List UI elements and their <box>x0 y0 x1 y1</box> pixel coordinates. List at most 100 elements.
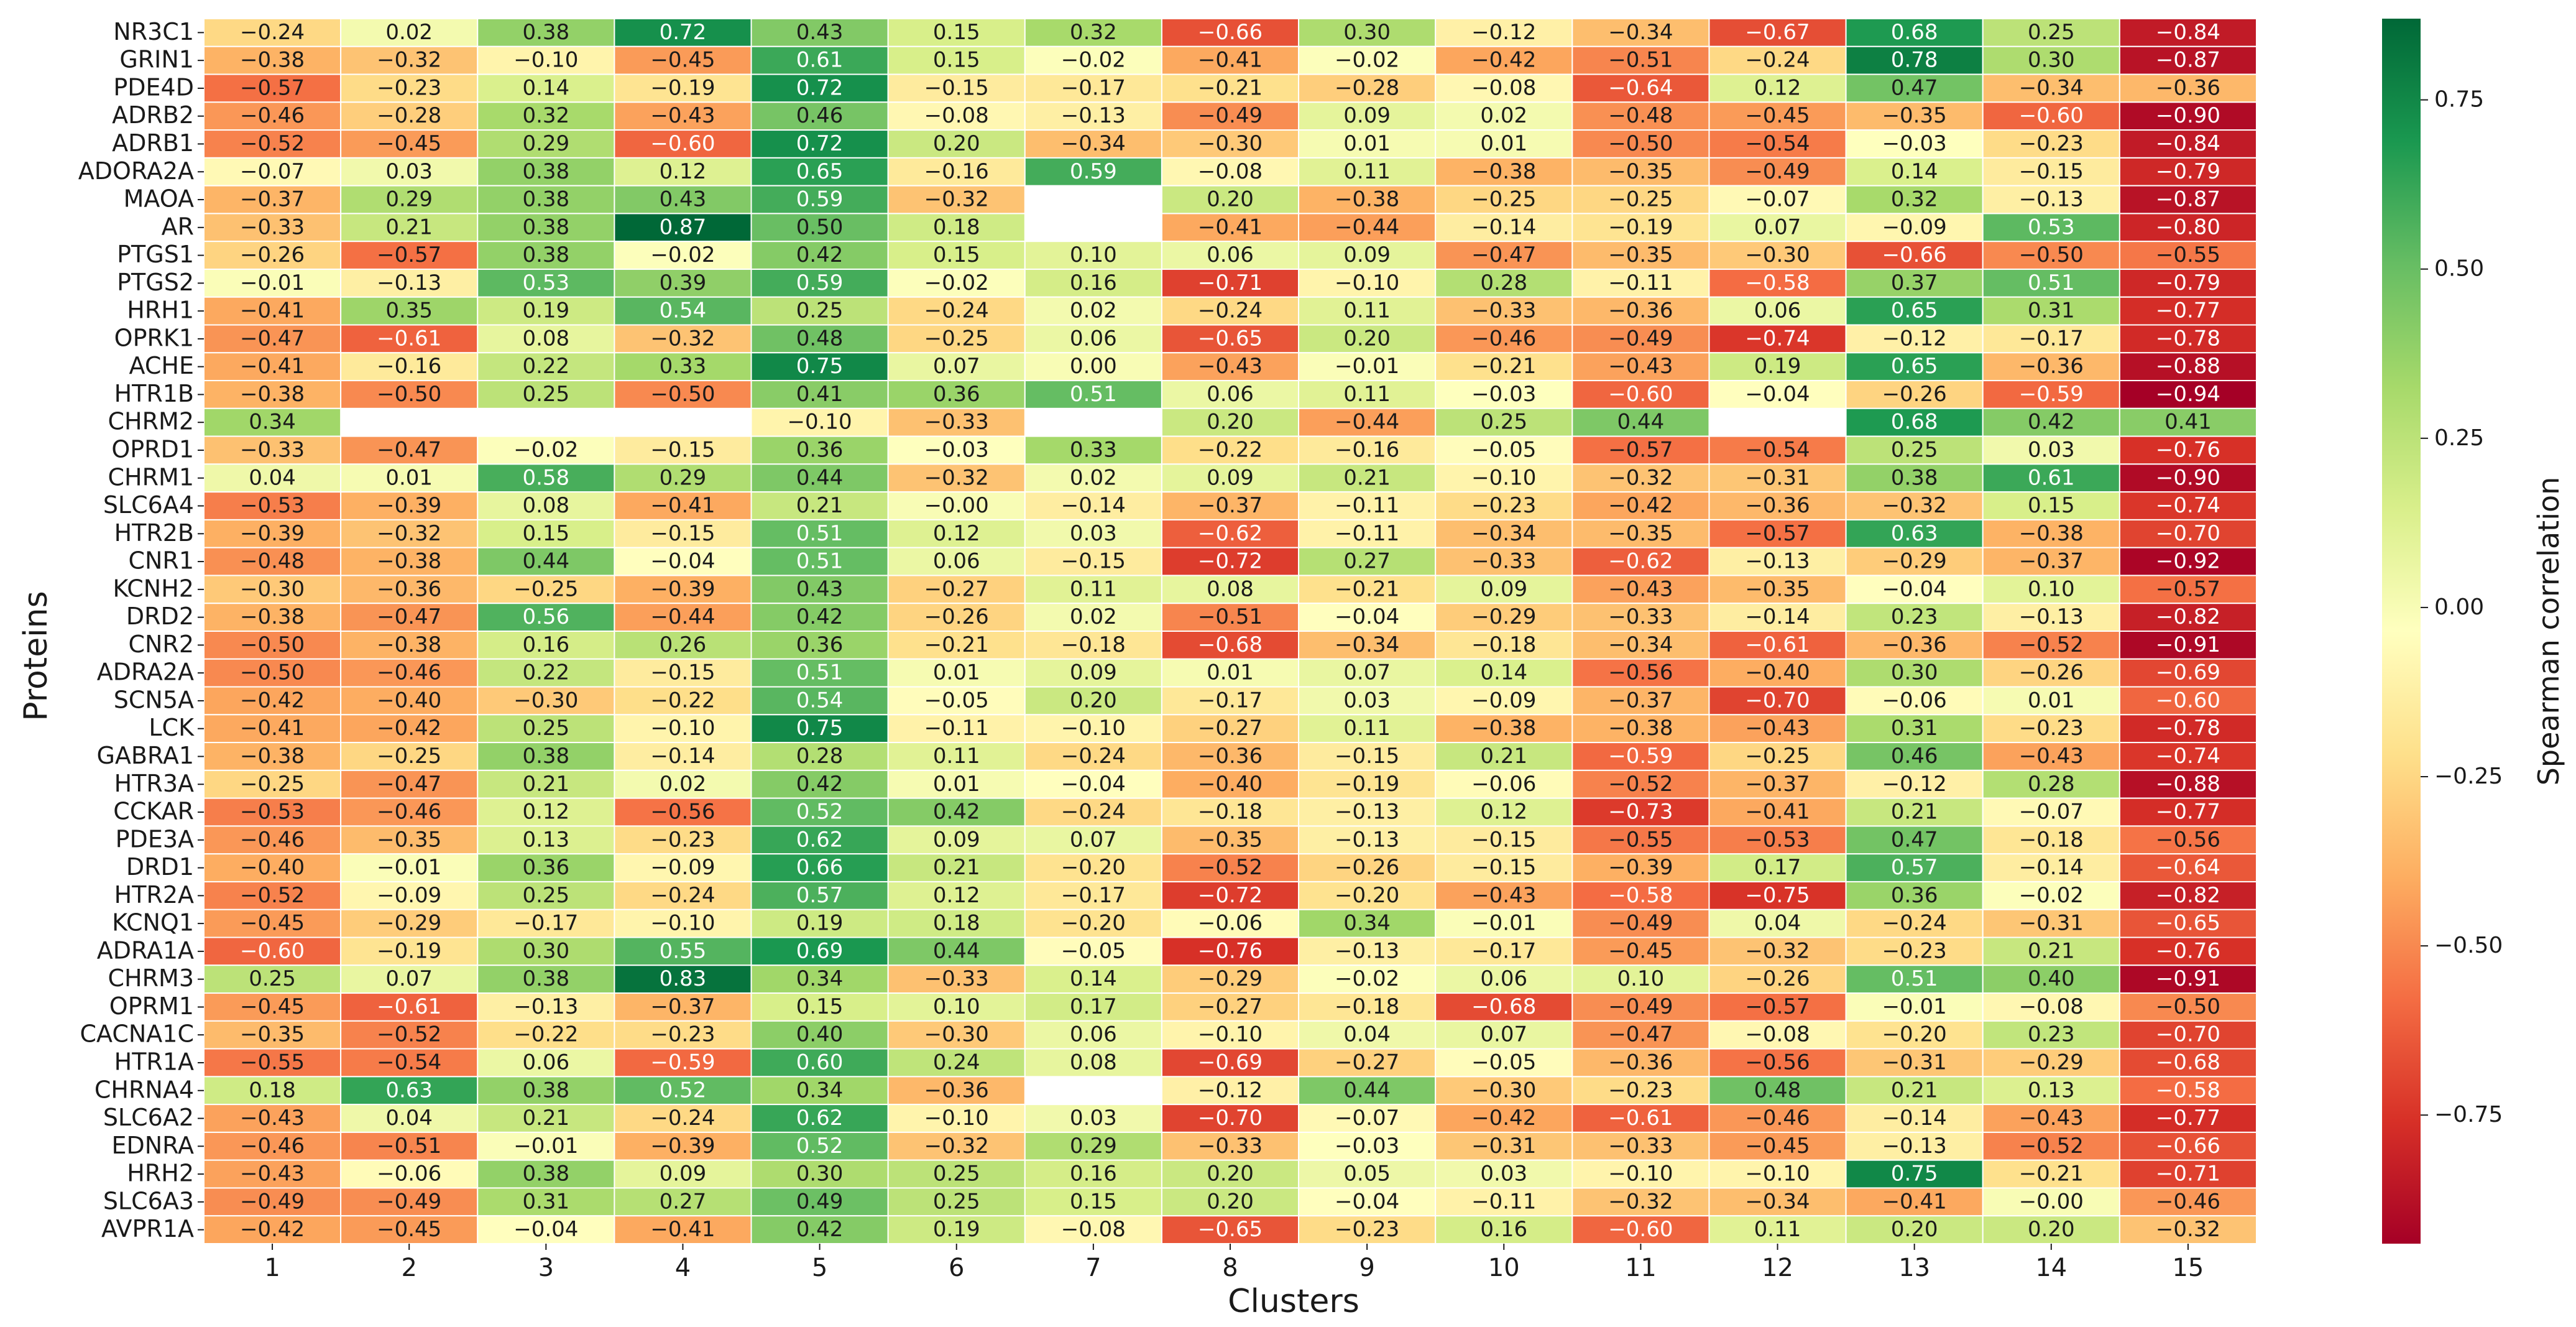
cell-value-label: 0.42 <box>796 604 844 629</box>
cell-value-label: −0.14 <box>1882 1106 1947 1130</box>
heatmap-cell <box>340 1020 479 1050</box>
cell-value-label: −0.37 <box>1745 772 1810 797</box>
cell-value-label: −0.77 <box>2156 800 2220 825</box>
y-tick-label: OPRM1 <box>109 992 194 1020</box>
colorbar-title: Spearman correlation <box>2532 477 2565 786</box>
cell-value-label: 0.47 <box>1891 75 1938 100</box>
x-tick-label: 13 <box>1898 1254 1930 1282</box>
cell-value-label: −0.52 <box>1608 772 1673 797</box>
heatmap-cell <box>1845 129 1984 159</box>
heatmap-cell <box>1161 686 1300 716</box>
cell-value-label: 0.12 <box>933 521 980 546</box>
heatmap-cell <box>1708 463 1847 493</box>
heatmap-cell <box>1024 1215 1162 1245</box>
cell-value-label: 0.21 <box>1891 800 1938 825</box>
heatmap-cell <box>340 101 479 131</box>
heatmap-cell <box>750 881 889 910</box>
cell-value-label: −0.20 <box>1061 855 1126 880</box>
cell-value-label: −0.36 <box>1745 493 1810 518</box>
cell-value-label: −0.02 <box>650 243 715 267</box>
heatmap-cell <box>1845 45 1984 75</box>
heatmap-cell <box>203 185 342 215</box>
cell-value-label: −0.38 <box>240 48 305 73</box>
colorbar-tick-label: 0.25 <box>2434 425 2484 451</box>
cell-value-label: −0.34 <box>1335 632 1399 657</box>
heatmap-cell <box>2118 964 2258 994</box>
cell-value-label: −0.90 <box>2156 465 2220 490</box>
cell-value-label: 0.19 <box>796 911 844 936</box>
cell-value-label: −0.88 <box>2156 772 2220 797</box>
y-tick-label: AVPR1A <box>101 1215 194 1242</box>
cell-value-label: 0.48 <box>1754 1078 1801 1103</box>
cell-value-label: −0.33 <box>1471 298 1536 323</box>
heatmap-cell <box>1161 936 1300 966</box>
cell-value-label: −0.45 <box>240 911 305 936</box>
heatmap-cell <box>1982 1020 2120 1050</box>
cell-value-label: 0.29 <box>660 465 707 490</box>
cell-value-label: 0.52 <box>660 1078 707 1103</box>
heatmap-cell <box>1435 241 1573 270</box>
cell-value-label: 0.68 <box>1891 410 1938 435</box>
cell-value-label: 0.37 <box>1891 270 1938 295</box>
cell-value-label: −0.01 <box>1882 994 1947 1019</box>
y-tick-label: ADRB1 <box>112 129 194 157</box>
cell-value-label: −0.21 <box>2019 1162 2084 1186</box>
cell-value-label: 0.60 <box>796 1050 844 1075</box>
heatmap-cell <box>203 1215 342 1245</box>
y-tick-label: PDE4D <box>113 73 194 101</box>
cell-value-label: 0.17 <box>1070 994 1117 1019</box>
cell-value-label: −0.80 <box>2156 215 2220 239</box>
cell-value-label: 0.12 <box>1754 75 1801 100</box>
heatmap-cell <box>750 185 889 215</box>
heatmap-cell <box>614 129 752 159</box>
y-tick-label: CHRM1 <box>108 463 194 491</box>
x-tick-label: 6 <box>949 1254 964 1282</box>
cell-value-label: 0.22 <box>522 660 569 685</box>
heatmap-cell <box>1708 1048 1847 1078</box>
cell-value-label: −0.43 <box>1471 883 1536 908</box>
heatmap-cell <box>1982 1187 2120 1217</box>
heatmap-cell <box>1845 157 1984 187</box>
colorbar-tick-label: 0.00 <box>2434 594 2484 620</box>
heatmap-cell <box>203 964 342 994</box>
cell-value-label: −0.72 <box>1198 549 1263 574</box>
cell-value-label: 0.07 <box>1480 1022 1527 1047</box>
cell-value-label: 0.15 <box>522 521 569 546</box>
cell-value-label: −0.32 <box>377 521 441 546</box>
heatmap-cell <box>1161 241 1300 270</box>
cell-value-label: −0.29 <box>1471 604 1536 629</box>
heatmap-cell <box>1571 881 1710 910</box>
cell-value-label: −0.33 <box>1198 1134 1263 1158</box>
heatmap-cell <box>1024 1048 1162 1078</box>
cell-value-label: 0.11 <box>1070 576 1117 601</box>
cell-value-label: 0.41 <box>796 382 844 407</box>
y-tick-label: EDNRA <box>111 1132 194 1159</box>
cell-value-label: −0.36 <box>2156 75 2220 100</box>
heatmap-cell <box>477 519 615 548</box>
cell-value-label: −0.38 <box>1335 187 1399 212</box>
heatmap-cell <box>887 909 1026 938</box>
heatmap-cell <box>1435 1104 1573 1133</box>
cell-value-label: 0.11 <box>1343 382 1391 407</box>
cell-value-label: −0.24 <box>1198 298 1263 323</box>
x-axis-title: Clusters <box>1228 1283 1359 1320</box>
cell-value-label: 0.27 <box>1343 549 1391 574</box>
cell-value-label: −0.12 <box>1198 1078 1263 1103</box>
cell-value-label: −0.36 <box>2019 354 2084 379</box>
heatmap-cell <box>614 797 752 827</box>
heatmap-cell <box>1435 631 1573 660</box>
cell-value-label: −0.50 <box>2156 994 2220 1019</box>
cell-value-label: 0.43 <box>796 576 844 601</box>
heatmap-cell <box>750 853 889 882</box>
heatmap-cell <box>887 603 1026 632</box>
heatmap-cell <box>750 1104 889 1133</box>
heatmap-cell <box>1982 129 2120 159</box>
cell-value-label: −0.36 <box>377 576 441 601</box>
heatmap-cell <box>340 157 479 187</box>
heatmap-cell <box>750 797 889 827</box>
cell-value-label: −0.54 <box>1745 437 1810 462</box>
cell-value-label: −0.29 <box>2019 1050 2084 1075</box>
cell-value-label: 0.42 <box>2028 410 2075 435</box>
heatmap-cell <box>2118 519 2258 548</box>
heatmap-cell <box>614 101 752 131</box>
